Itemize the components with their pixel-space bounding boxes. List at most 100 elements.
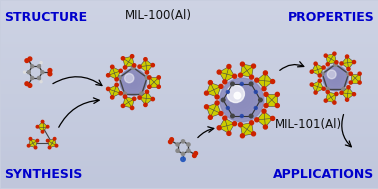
Circle shape — [249, 121, 254, 125]
Circle shape — [37, 77, 40, 80]
Circle shape — [131, 66, 135, 69]
Polygon shape — [341, 57, 354, 69]
Circle shape — [223, 80, 227, 84]
Circle shape — [322, 66, 325, 69]
Circle shape — [140, 92, 144, 96]
Circle shape — [217, 70, 221, 74]
Circle shape — [234, 92, 241, 99]
Circle shape — [228, 86, 256, 114]
Circle shape — [327, 70, 344, 86]
Polygon shape — [206, 103, 221, 117]
Circle shape — [342, 88, 345, 91]
Circle shape — [220, 78, 264, 122]
Polygon shape — [123, 56, 134, 67]
Circle shape — [314, 91, 317, 94]
Circle shape — [240, 62, 245, 66]
Circle shape — [157, 85, 160, 88]
Circle shape — [352, 60, 356, 64]
Circle shape — [25, 82, 29, 86]
Circle shape — [107, 87, 110, 91]
Circle shape — [31, 77, 34, 80]
Circle shape — [41, 120, 44, 123]
Text: SYNTHESIS: SYNTHESIS — [4, 168, 82, 181]
Circle shape — [255, 78, 259, 82]
Circle shape — [232, 122, 237, 126]
Polygon shape — [326, 92, 336, 103]
Circle shape — [215, 95, 219, 99]
Polygon shape — [351, 74, 359, 83]
Circle shape — [176, 149, 179, 152]
Circle shape — [148, 85, 151, 88]
Circle shape — [340, 91, 343, 94]
Circle shape — [226, 107, 229, 109]
Circle shape — [345, 98, 349, 101]
Circle shape — [318, 79, 321, 82]
Circle shape — [170, 138, 174, 141]
Circle shape — [127, 75, 140, 89]
Circle shape — [115, 78, 118, 81]
Polygon shape — [326, 54, 336, 64]
Circle shape — [227, 85, 245, 103]
Circle shape — [169, 140, 172, 144]
Polygon shape — [108, 85, 121, 97]
Polygon shape — [219, 67, 235, 82]
Circle shape — [121, 104, 125, 108]
Circle shape — [271, 80, 275, 84]
Circle shape — [249, 82, 253, 86]
Polygon shape — [48, 139, 56, 148]
Circle shape — [215, 101, 219, 105]
Polygon shape — [240, 64, 254, 77]
Circle shape — [321, 72, 324, 76]
Circle shape — [254, 107, 257, 109]
Circle shape — [151, 64, 155, 67]
Circle shape — [148, 76, 151, 79]
Circle shape — [239, 123, 242, 127]
Polygon shape — [219, 118, 235, 133]
Circle shape — [193, 154, 196, 157]
Circle shape — [118, 76, 121, 80]
Circle shape — [227, 64, 231, 68]
Circle shape — [275, 104, 279, 108]
Circle shape — [323, 66, 348, 91]
Polygon shape — [312, 81, 324, 93]
Circle shape — [138, 96, 141, 99]
Circle shape — [240, 134, 245, 138]
Circle shape — [223, 116, 227, 120]
Text: MIL-101(Al): MIL-101(Al) — [275, 118, 342, 131]
Circle shape — [36, 139, 39, 142]
Circle shape — [34, 146, 37, 149]
Circle shape — [347, 72, 350, 76]
Circle shape — [347, 67, 350, 70]
Circle shape — [157, 76, 160, 79]
Circle shape — [48, 69, 52, 72]
Circle shape — [41, 71, 44, 74]
Circle shape — [41, 131, 44, 133]
Circle shape — [310, 83, 313, 86]
Polygon shape — [29, 139, 37, 148]
Circle shape — [123, 66, 127, 69]
Circle shape — [123, 95, 127, 98]
Text: MIL-100(Al): MIL-100(Al) — [125, 9, 192, 22]
Circle shape — [333, 101, 336, 104]
Circle shape — [335, 92, 338, 95]
Polygon shape — [139, 59, 153, 72]
Circle shape — [334, 63, 337, 66]
Circle shape — [111, 65, 114, 68]
Circle shape — [46, 139, 49, 142]
Circle shape — [264, 92, 268, 96]
Circle shape — [231, 114, 234, 118]
Circle shape — [325, 68, 346, 88]
Circle shape — [40, 62, 42, 64]
Circle shape — [28, 84, 32, 87]
Circle shape — [259, 98, 262, 102]
Polygon shape — [149, 77, 159, 87]
Text: PROPERTIES: PROPERTIES — [288, 11, 374, 24]
Polygon shape — [257, 111, 273, 127]
Text: APPLICATIONS: APPLICATIONS — [273, 168, 374, 181]
Circle shape — [349, 72, 352, 75]
Circle shape — [331, 74, 340, 82]
Text: STRUCTURE: STRUCTURE — [4, 11, 87, 24]
Polygon shape — [37, 122, 48, 132]
Circle shape — [130, 106, 134, 110]
Circle shape — [144, 58, 147, 61]
